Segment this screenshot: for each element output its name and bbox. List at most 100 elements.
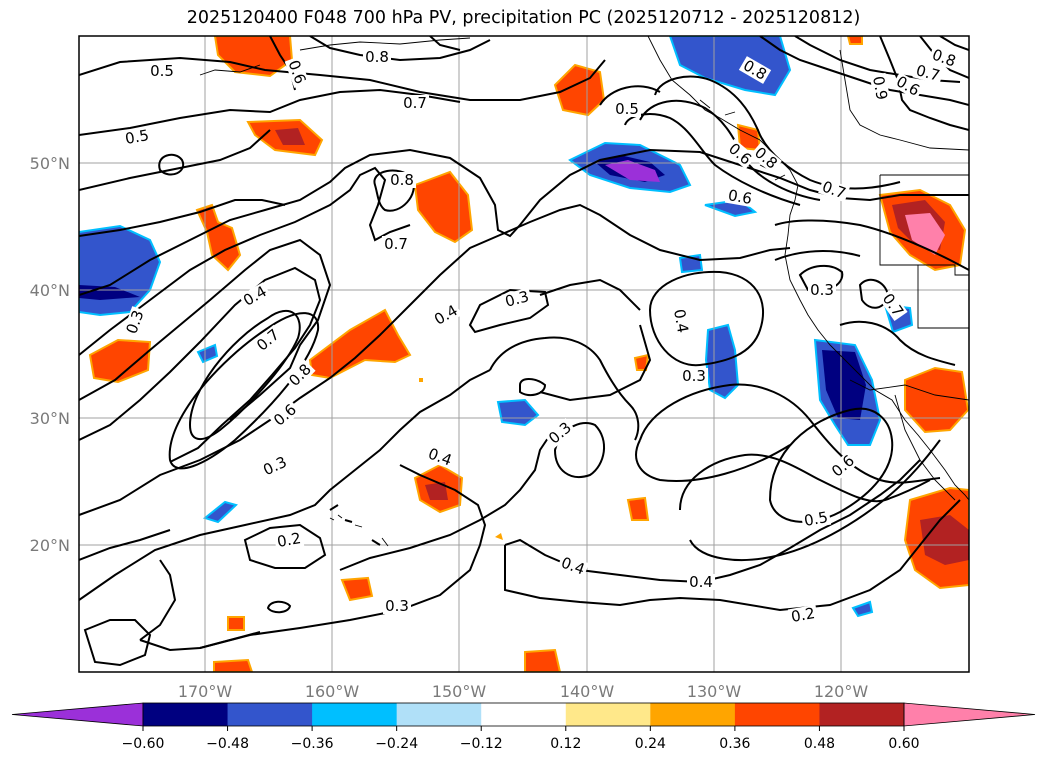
colorbar-tick-label: 0.12	[550, 736, 581, 752]
lat-label-40n: 40°N	[30, 281, 70, 300]
contour-label-halo	[687, 574, 715, 590]
colorbar-segment	[734, 703, 820, 726]
colorbar-tick-label: −0.36	[291, 736, 334, 752]
colorbar-tick-label: 0.48	[804, 736, 835, 752]
contour-label-halo	[912, 61, 944, 85]
colorbar-segment	[819, 703, 905, 726]
contour-label: 0.4	[689, 573, 713, 591]
contour-label: 0.5	[150, 62, 174, 80]
contour-label: 0.3	[682, 367, 706, 385]
lon-label-150w: 150°W	[432, 682, 487, 701]
contour-label: 0.3	[545, 418, 575, 447]
contour-label: 0.5	[615, 100, 639, 118]
lat-label-50n: 50°N	[30, 154, 70, 173]
contour-label-halo	[869, 72, 891, 104]
colorbar-tick-label: 0.24	[635, 736, 666, 752]
map-frame	[78, 35, 970, 673]
contour-label: 0.7	[914, 61, 942, 85]
colorbar-extend-low	[11, 702, 144, 727]
contour-label: 0.6	[727, 186, 754, 208]
contour-label-halo	[808, 282, 836, 298]
contour-label: 0.5	[803, 508, 830, 530]
coastlines	[199, 36, 969, 547]
contour-label-halo	[501, 287, 533, 311]
contour-label: 0.3	[810, 281, 834, 299]
contour-label-halo	[818, 177, 850, 203]
colorbar-segment	[312, 703, 398, 726]
contour-label: 0.2	[790, 604, 817, 626]
contour-label-halo	[401, 95, 429, 111]
lon-label-120w: 120°W	[814, 682, 869, 701]
colorbar-tick-label: −0.48	[206, 736, 249, 752]
contour-label-halo	[557, 553, 589, 579]
contour-label: 0.6	[270, 400, 300, 429]
contour-label-halo	[750, 142, 782, 174]
contour-label-halo	[928, 45, 960, 71]
contour-label-halo	[670, 305, 692, 337]
pv-contours	[79, 36, 969, 667]
contour-label-halo	[238, 282, 272, 310]
contour-label: 0.8	[365, 48, 389, 66]
contour-label: 0.3	[503, 287, 531, 311]
colorbar-tick-label: −0.60	[122, 736, 165, 752]
contour-label-halo	[383, 598, 411, 614]
colorbar: −0.60 −0.48 −0.36 −0.24 −0.12 0.12 0.24 0.36 0.4…	[11, 702, 1036, 752]
contour-label-halo	[613, 101, 641, 117]
contour-label-halo	[273, 529, 305, 551]
colorbar-segment	[481, 703, 567, 726]
contour-label-halo	[800, 508, 832, 530]
contour-label-halo	[252, 324, 284, 356]
map-title: 2025120400 F048 700 hPa PV, precipitatio…	[186, 8, 861, 28]
map-body	[79, 36, 969, 672]
colorbar-segment	[227, 703, 313, 726]
contour-label-halo	[363, 49, 391, 65]
contour-label-halo	[891, 72, 925, 100]
contour-label: 0.2	[276, 529, 303, 551]
colorbar-segment	[565, 703, 651, 726]
contour-labels: 0.50.80.60.70.50.80.70.60.90.70.80.80.60…	[121, 45, 960, 626]
colorbar-segment	[650, 703, 736, 726]
colorbar-tick-label: 0.60	[888, 736, 919, 752]
contour-label-halo	[284, 56, 310, 88]
precip-shading	[79, 36, 969, 672]
contour-label: 0.7	[403, 94, 427, 112]
lon-label-140w: 140°W	[560, 682, 615, 701]
latitude-labels: 50°N 40°N 30°N 20°N	[30, 154, 70, 555]
contour-label: 0.4	[670, 308, 692, 335]
colorbar-tick-label: −0.12	[460, 736, 503, 752]
lon-label-170w: 170°W	[178, 682, 233, 701]
contour-label-halo	[738, 56, 772, 84]
contour-label-halo	[878, 288, 908, 322]
contour-label: 0.9	[869, 75, 891, 102]
contour-label: 0.8	[390, 171, 414, 189]
contour-label: 0.7	[253, 325, 283, 354]
longitude-labels: 170°W 160°W 150°W 140°W 130°W 120°W	[178, 682, 869, 701]
contour-label-halo	[269, 399, 301, 431]
contour-label-halo	[382, 236, 410, 252]
lat-label-20n: 20°N	[30, 536, 70, 555]
contour-label: 0.7	[384, 235, 408, 253]
contour-label: 0.6	[828, 451, 858, 480]
contour-label-halo	[724, 138, 756, 170]
lon-label-130w: 130°W	[687, 682, 742, 701]
colorbar-segment	[143, 703, 229, 726]
contour-label-halo	[284, 359, 316, 391]
contour-label-halo	[544, 417, 576, 449]
contour-label-halo	[787, 604, 819, 626]
contour-label-halo	[148, 63, 176, 79]
contour-label-halo	[680, 368, 708, 384]
colorbar-segment	[396, 703, 482, 726]
contour-label-halo	[388, 172, 416, 188]
colorbar-extend-high	[903, 702, 1036, 727]
contour-label-halo	[122, 306, 148, 338]
lon-label-160w: 160°W	[305, 682, 360, 701]
contour-label-halo	[121, 126, 153, 148]
colorbar-frame	[142, 702, 905, 727]
contour-label-halo	[429, 301, 463, 329]
contour-label-halo	[724, 186, 756, 208]
lat-label-30n: 30°N	[30, 409, 70, 428]
contour-label-halo	[424, 444, 456, 470]
contour-label-halo	[258, 452, 292, 480]
colorbar-tick-label: −0.24	[375, 736, 418, 752]
